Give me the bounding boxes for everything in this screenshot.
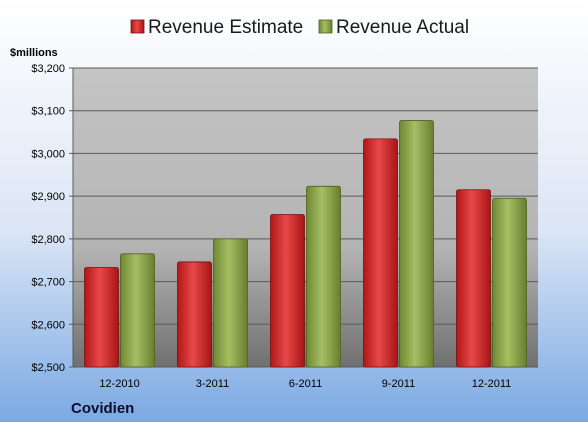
bar-actual	[120, 253, 155, 368]
y-tick-label: $2,800	[31, 234, 65, 246]
y-tick-label: $2,700	[31, 277, 65, 289]
bar-actual	[306, 185, 341, 368]
y-tick-label: $3,200	[31, 63, 65, 75]
legend-label: Revenue Actual	[336, 17, 469, 38]
legend-swatch-actual	[318, 19, 333, 34]
legend-label: Revenue Estimate	[148, 17, 303, 38]
bar-actual	[399, 120, 434, 368]
x-tick-label: 3-2011	[196, 378, 229, 390]
bar-actual	[492, 197, 527, 368]
bar-estimate	[456, 189, 491, 368]
y-tick-label: $2,600	[31, 319, 65, 331]
y-axis-label: $millions	[10, 47, 58, 59]
y-tick-label: $2,500	[31, 362, 65, 374]
y-tick-label: $3,000	[31, 148, 65, 160]
y-tick-label: $2,900	[31, 191, 65, 203]
bar-estimate	[270, 214, 305, 368]
x-tick-label: 6-2011	[289, 378, 322, 390]
legend-swatch-estimate	[130, 19, 145, 34]
x-tick-label: 12-2011	[472, 378, 512, 390]
bar-estimate	[363, 138, 398, 368]
y-tick-label: $3,100	[31, 106, 65, 118]
x-tick-label: 9-2011	[382, 378, 415, 390]
bar-estimate	[84, 267, 119, 368]
bar-actual	[213, 238, 248, 368]
bar-estimate	[177, 261, 212, 368]
company-name: Covidien	[71, 400, 134, 417]
x-tick-label: 12-2010	[99, 378, 139, 390]
